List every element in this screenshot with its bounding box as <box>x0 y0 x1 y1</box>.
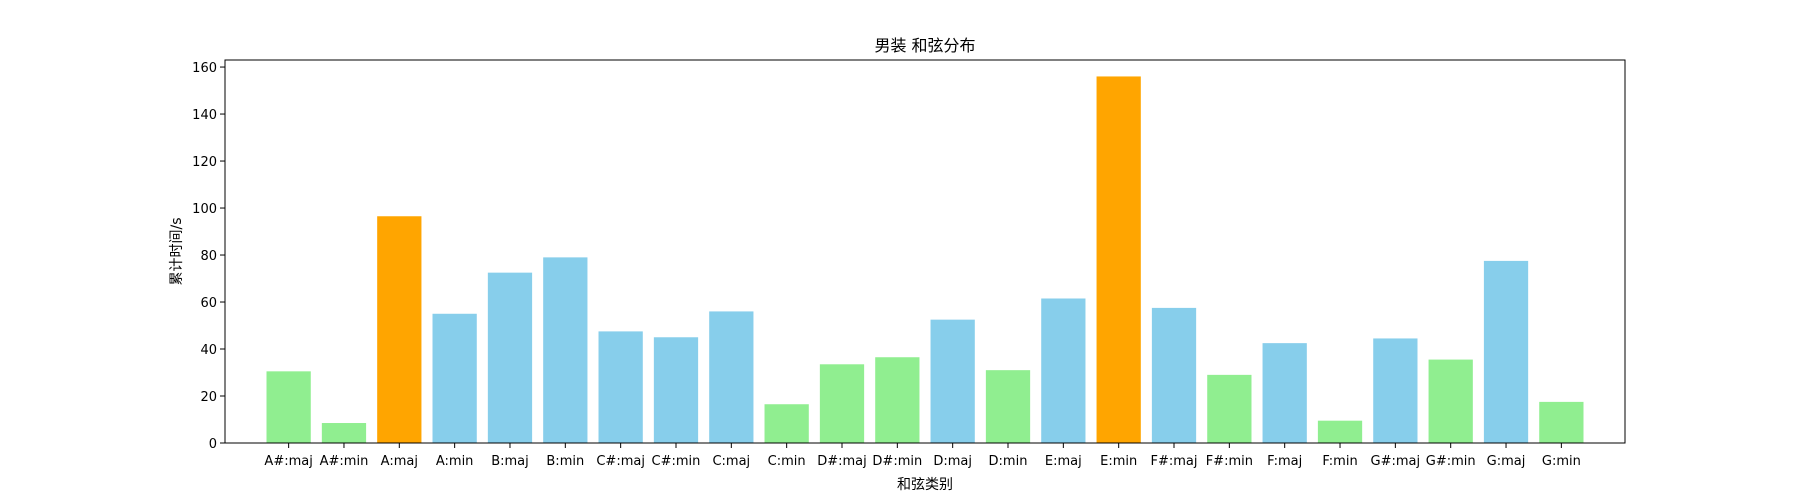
x-tick-label: B:min <box>546 454 584 469</box>
bar-b-min <box>543 257 588 443</box>
bar-f-maj <box>1151 307 1197 443</box>
y-tick-label: 20 <box>200 390 217 405</box>
x-tick-label: G:maj <box>1487 454 1526 469</box>
bar-c-min <box>653 337 699 443</box>
bar-b-maj <box>487 272 533 443</box>
x-tick-label: F:maj <box>1267 454 1302 469</box>
bars-group <box>266 76 1584 444</box>
bar-d-maj <box>930 319 975 443</box>
bar-a-maj <box>266 371 311 443</box>
x-tick-label: A#:min <box>320 454 369 469</box>
chart-title: 男装 和弦分布 <box>874 36 975 55</box>
bar-f-min <box>1317 420 1363 443</box>
x-tick-label: A#:maj <box>264 454 312 469</box>
x-tick-label: F#:min <box>1206 454 1253 469</box>
bar-g-min <box>1539 401 1584 443</box>
bar-f-maj <box>1262 343 1307 443</box>
y-axis-label: 累计时间/s <box>169 217 185 285</box>
y-tick-label: 40 <box>200 343 217 358</box>
x-tick-label: D#:maj <box>817 454 867 469</box>
x-tick-label: C:maj <box>712 454 750 469</box>
bar-e-maj <box>1041 298 1086 443</box>
bar-d-min <box>875 357 920 443</box>
x-tick-label: A:min <box>436 454 474 469</box>
bar-a-maj <box>377 216 422 443</box>
x-tick-label: B:maj <box>491 454 529 469</box>
y-tick-label: 0 <box>209 437 217 452</box>
x-tick-label: D#:min <box>872 454 922 469</box>
x-axis: A#:maj A#:min A:maj A:min B:maj B:min C#:maj C#… <box>264 443 1581 469</box>
x-tick-label: E:maj <box>1045 454 1082 469</box>
x-tick-label: E:min <box>1100 454 1137 469</box>
x-tick-label: F#:maj <box>1151 454 1198 469</box>
x-axis-label: 和弦类别 <box>897 477 953 493</box>
x-tick-label: D:min <box>989 454 1028 469</box>
bar-g-maj <box>1373 338 1418 443</box>
bar-a-min <box>321 423 367 443</box>
bar-g-maj <box>1483 260 1529 443</box>
bar-d-maj <box>819 364 865 443</box>
x-tick-label: G#:maj <box>1371 454 1421 469</box>
y-tick-label: 120 <box>192 155 217 170</box>
x-tick-label: G:min <box>1542 454 1581 469</box>
bar-e-min <box>1096 76 1141 444</box>
plot-frame <box>224 59 1626 444</box>
y-tick-label: 100 <box>192 202 217 217</box>
bar-c-min <box>764 404 809 443</box>
bar-g-min <box>1428 359 1473 443</box>
x-tick-label: F:min <box>1322 454 1357 469</box>
y-tick-label: 80 <box>200 249 217 264</box>
x-tick-label: C#:maj <box>596 454 645 469</box>
bar-d-min <box>985 370 1031 443</box>
x-tick-label: A:maj <box>381 454 418 469</box>
bar-a-min <box>432 313 477 443</box>
y-axis: 0 20 40 60 80 100 120 140 160 <box>192 61 225 452</box>
y-tick-label: 140 <box>192 108 217 123</box>
bar-f-min <box>1207 374 1252 443</box>
y-tick-label: 160 <box>192 61 217 76</box>
bar-c-maj <box>709 311 754 443</box>
bar-c-maj <box>598 331 643 443</box>
x-tick-label: D:maj <box>933 454 972 469</box>
x-tick-label: C#:min <box>652 454 701 469</box>
x-tick-label: G#:min <box>1426 454 1476 469</box>
x-tick-label: C:min <box>768 454 806 469</box>
y-tick-label: 60 <box>200 296 217 311</box>
